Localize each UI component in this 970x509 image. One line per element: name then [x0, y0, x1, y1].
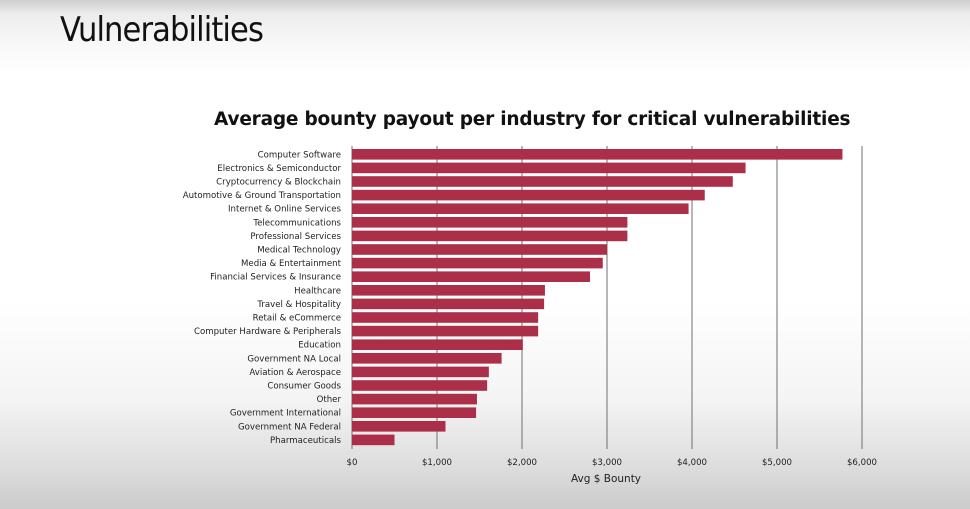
category-label: Electronics & Semiconductor: [217, 164, 341, 174]
bar: [352, 271, 590, 282]
bar: [352, 189, 705, 201]
category-label: Internet & Online Services: [228, 205, 342, 215]
category-label: Healthcare: [294, 286, 341, 296]
category-label: Retail & eCommerce: [253, 314, 341, 324]
category-label: Computer Software: [258, 150, 341, 160]
category-label: Media & Entertainment: [241, 259, 342, 269]
slide-title: Vulnerabilities: [60, 10, 264, 50]
bar: [352, 421, 446, 432]
bar: [352, 162, 746, 174]
x-tick-label: $6,000: [847, 458, 877, 468]
bar: [352, 312, 539, 323]
bar: [352, 244, 607, 255]
bar: [352, 393, 477, 405]
category-label: Telecommunications: [252, 218, 341, 228]
category-label: Medical Technology: [257, 246, 341, 256]
x-tick-labels: $0 $1,000 $2,000 $3,000 $4,000 $5,000 $6,000: [347, 458, 878, 468]
bar: [352, 176, 733, 187]
category-label: Government NA Local: [247, 354, 341, 364]
category-label: Government NA Federal: [238, 422, 341, 432]
category-labels: Computer Software Electronics & Semicondu…: [183, 150, 342, 446]
category-label: Government International: [230, 409, 341, 419]
bar: [352, 203, 689, 214]
category-label: Professional Services: [250, 232, 341, 242]
category-label: Cryptocurrency & Blockchain: [216, 178, 341, 188]
x-tick-label: $1,000: [422, 458, 452, 468]
bar: [352, 298, 545, 310]
bar: [352, 149, 843, 160]
category-label: Other: [317, 395, 342, 405]
bar: [352, 230, 628, 242]
bar: [352, 217, 628, 228]
category-label: Pharmaceuticals: [270, 436, 342, 446]
bar: [352, 380, 488, 391]
x-tick-label: $3,000: [592, 458, 622, 468]
bar: [352, 339, 523, 350]
x-axis-title: Avg $ Bounty: [571, 473, 641, 485]
category-label: Automotive & Ground Transportation: [183, 191, 341, 201]
chart-title: Average bounty payout per industry for c…: [214, 109, 851, 130]
bar: [352, 434, 395, 446]
x-tick-label: $2,000: [507, 458, 537, 468]
category-label: Consumer Goods: [267, 382, 341, 392]
bar: [352, 366, 489, 378]
bars: [352, 149, 843, 446]
bar: [352, 407, 477, 418]
category-label: Aviation & Aerospace: [249, 368, 341, 378]
bar: [352, 325, 539, 337]
bar: [352, 285, 545, 296]
category-label: Financial Services & Insurance: [210, 273, 341, 283]
category-label: Computer Hardware & Peripherals: [194, 327, 342, 337]
x-tick-label: $0: [347, 458, 358, 468]
category-label: Travel & Hospitality: [256, 300, 341, 310]
x-tick-label: $5,000: [762, 458, 792, 468]
bar: [352, 353, 502, 364]
bar: [352, 257, 603, 269]
x-tick-label: $4,000: [677, 458, 707, 468]
category-label: Education: [298, 341, 341, 351]
